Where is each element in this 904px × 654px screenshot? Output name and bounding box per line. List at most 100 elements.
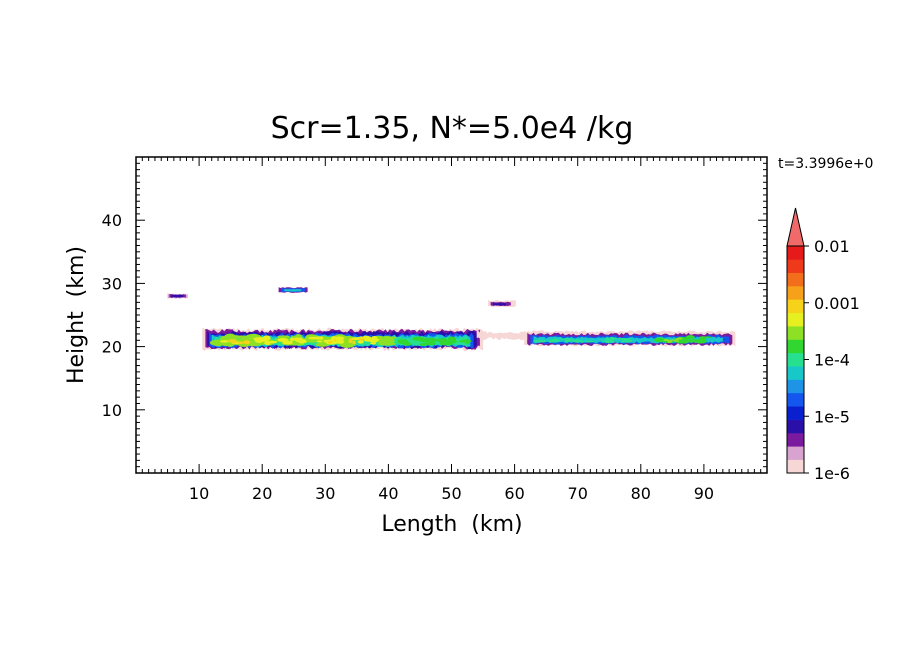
colorbar-tick-label: 0.001 xyxy=(814,294,860,313)
contour-spot xyxy=(403,342,412,346)
colorbar-swatch xyxy=(787,432,804,447)
y-tick-label: 20 xyxy=(102,338,122,357)
contour-spot xyxy=(464,339,470,345)
colorbar-swatch xyxy=(787,459,804,474)
contour-spot xyxy=(558,338,572,340)
contour-spot xyxy=(615,337,631,340)
x-tick-label: 50 xyxy=(441,484,461,503)
contour-spot xyxy=(292,337,304,341)
colorbar-swatch xyxy=(787,339,804,354)
contour-spot xyxy=(237,341,244,345)
time-label: t=3.3996e+0 xyxy=(778,156,873,172)
colorbar-tick-label: 1e-5 xyxy=(814,407,850,426)
plot-area: 10 20 30 40 50 60 70 80 90 10 20 30 40 xyxy=(102,156,768,503)
contour-spot xyxy=(379,336,394,342)
colorbar-swatch xyxy=(787,366,804,380)
colorbar-extend-arrow xyxy=(786,207,805,247)
contour-spot xyxy=(267,340,278,344)
contour-spot xyxy=(702,336,712,338)
contour-spot xyxy=(220,335,237,339)
colorbar-swatch xyxy=(787,299,804,314)
contour-spot xyxy=(277,335,290,339)
colorbar-swatch xyxy=(787,419,804,434)
contour-spot xyxy=(548,339,561,342)
contour-spot xyxy=(219,339,229,343)
contour-spot xyxy=(333,339,337,342)
plot-frame xyxy=(135,156,768,474)
colorbar-swatch xyxy=(787,286,804,300)
contour-spot xyxy=(667,339,673,343)
contour-region xyxy=(476,330,528,341)
contour-spot xyxy=(336,339,345,344)
contour-spot xyxy=(674,340,680,342)
x-axis-label: Length (km) xyxy=(381,512,522,537)
contour-spot xyxy=(230,339,237,344)
contour-spot xyxy=(277,338,289,342)
contour-spot xyxy=(412,336,425,341)
colorbar-swatch xyxy=(787,392,804,407)
contour-spot xyxy=(419,343,427,347)
y-axis-label: Height (km) xyxy=(64,246,89,384)
contour-spot xyxy=(698,339,705,344)
contour-spot xyxy=(428,338,437,343)
contour-spot xyxy=(670,339,679,341)
contour-spot xyxy=(447,336,456,342)
contour-spot xyxy=(357,340,364,344)
contour-spot xyxy=(334,336,345,341)
contour-spot xyxy=(663,338,669,342)
colorbar-tick-label: 1e-4 xyxy=(814,351,850,370)
contour-spot xyxy=(315,342,330,347)
contour-spot xyxy=(676,337,683,340)
contour-spot xyxy=(424,342,437,346)
y-tick-label: 40 xyxy=(102,211,122,230)
x-tick-label: 30 xyxy=(315,484,335,503)
colorbar-swatch xyxy=(787,259,804,273)
x-tick-label: 70 xyxy=(568,484,588,503)
colorbar-swatch xyxy=(787,246,804,260)
contour-spot xyxy=(370,338,380,342)
colorbar-swatch xyxy=(787,326,804,340)
contour-spot xyxy=(621,338,633,343)
contour-spot xyxy=(243,340,251,345)
contour-spot xyxy=(608,336,616,341)
contour-spot xyxy=(257,337,270,342)
contour-spot xyxy=(568,339,582,341)
contour-spot xyxy=(584,340,594,343)
colorbar-tick-label: 0.01 xyxy=(814,237,850,256)
contour-spot xyxy=(282,340,293,345)
contour-spot xyxy=(572,340,585,343)
contour-spot xyxy=(348,340,353,343)
colorbar-tick-label: 1e-6 xyxy=(814,464,850,483)
chart-title: Scr=1.35, N*=5.0e4 /kg xyxy=(271,111,634,146)
colorbar-swatch xyxy=(787,446,804,460)
y-tick-label: 10 xyxy=(102,401,122,420)
y-tick-label: 30 xyxy=(102,274,122,293)
contour-spot xyxy=(439,342,453,346)
contour-region xyxy=(493,303,506,306)
contour-region xyxy=(171,294,184,298)
colorbar-swatch xyxy=(787,312,804,327)
contour-spot xyxy=(357,338,366,341)
x-tick-label: 90 xyxy=(694,484,714,503)
colorbar: 1e-6 1e-5 1e-4 0.001 0.01 xyxy=(786,207,860,483)
colorbar-swatch xyxy=(787,379,804,394)
x-tick-label: 80 xyxy=(631,484,651,503)
colorbar-swatch xyxy=(787,406,804,420)
colorbar-swatch xyxy=(787,352,804,367)
contour-spot xyxy=(352,341,356,345)
contour-spot xyxy=(603,339,615,343)
contour-spot xyxy=(316,340,323,343)
contour-spot xyxy=(655,337,665,340)
colorbar-swatch xyxy=(787,272,804,287)
x-tick-label: 20 xyxy=(252,484,272,503)
contour-spot xyxy=(370,342,377,345)
contour-spot xyxy=(328,341,333,344)
contour-spot xyxy=(532,339,547,343)
contour-region xyxy=(284,289,302,292)
data-layer xyxy=(167,287,736,351)
contour-spot xyxy=(220,341,234,347)
x-tick-label: 10 xyxy=(189,484,209,503)
contour-spot xyxy=(441,338,447,343)
x-tick-label: 40 xyxy=(378,484,398,503)
